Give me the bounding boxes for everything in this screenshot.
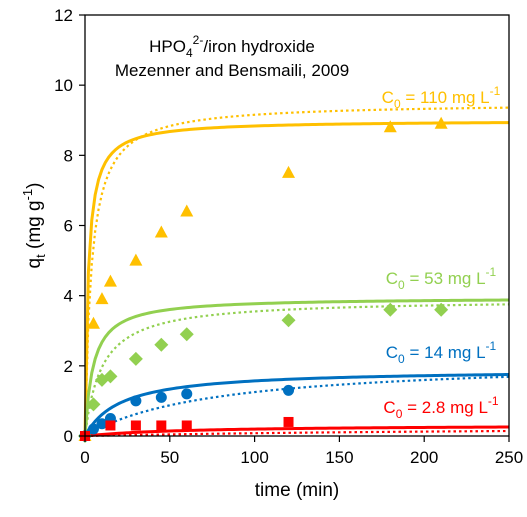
y-tick-label: 10	[54, 76, 73, 95]
data-point	[281, 313, 296, 328]
data-point	[96, 418, 108, 430]
data-point	[86, 316, 100, 329]
fit-curve-dotted	[84, 429, 510, 438]
annotation-line-1: HPO42-/iron hydroxide	[149, 33, 315, 60]
y-tick-label: 12	[54, 6, 73, 25]
data-point	[105, 420, 116, 431]
data-point	[180, 204, 194, 217]
x-axis-label: time (min)	[255, 480, 339, 501]
series-labels: C0 = 110 mg L-1 C0 = 53 mg L-1 C0 = 14 mg …	[382, 84, 501, 421]
data-point	[181, 420, 192, 431]
data-point	[87, 423, 99, 435]
data-point	[155, 391, 167, 403]
data-point	[383, 120, 397, 133]
data-point	[128, 351, 143, 366]
data-point	[130, 395, 142, 407]
series-label: C0 = 14 mg L-1	[386, 339, 497, 366]
data-point	[129, 253, 143, 266]
x-axis-ticks: 0 50 100 150 200 250	[80, 436, 523, 467]
data-point	[86, 397, 101, 412]
data-point	[103, 274, 117, 287]
x-tick-label: 150	[325, 448, 353, 467]
series-label: C0 = 110 mg L-1	[382, 84, 501, 111]
fit-curve-dotted	[83, 106, 510, 437]
y-axis-ticks: 0 2 4 6 8 10 12	[54, 6, 85, 446]
x-tick-label: 250	[495, 448, 523, 467]
fit-curve-dotted	[83, 303, 510, 437]
data-point	[130, 420, 141, 431]
y-tick-label: 6	[64, 217, 73, 236]
data-point	[154, 225, 168, 238]
fit-curve-solid	[83, 373, 510, 437]
data-point	[434, 302, 449, 317]
y-tick-label: 4	[64, 287, 73, 306]
data-point	[179, 327, 194, 342]
y-tick-label: 0	[64, 427, 73, 446]
data-point	[103, 369, 118, 384]
fit-curve-solid	[83, 298, 510, 437]
data-point	[283, 416, 294, 427]
annotation-line-2: Mezenner and Bensmaili, 2009	[115, 61, 349, 80]
data-point	[283, 384, 295, 396]
data-point	[282, 165, 296, 178]
y-tick-label: 2	[64, 357, 73, 376]
data-point	[154, 337, 169, 352]
data-point	[434, 116, 448, 129]
x-tick-label: 200	[410, 448, 438, 467]
series-label: C0 = 53 mg L-1	[386, 265, 497, 292]
data-point	[383, 302, 398, 317]
data-point	[156, 420, 167, 431]
x-tick-label: 100	[240, 448, 268, 467]
data-points	[78, 116, 449, 443]
data-point	[95, 292, 109, 305]
x-tick-label: 50	[160, 448, 179, 467]
series-label: C0 = 2.8 mg L-1	[383, 394, 498, 421]
y-axis-label: qt (mg g-1)	[20, 183, 48, 269]
y-tick-label: 8	[64, 146, 73, 165]
data-point	[181, 388, 193, 400]
x-tick-label: 0	[80, 448, 89, 467]
fit-curve-solid	[84, 425, 510, 438]
